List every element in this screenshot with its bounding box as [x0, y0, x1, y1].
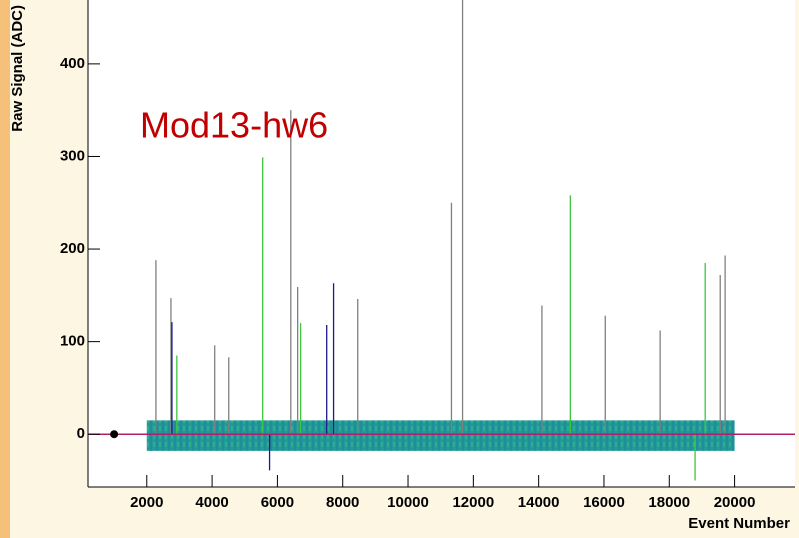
noise-texture: [146, 420, 735, 451]
y-tick-label: 300: [60, 147, 85, 164]
x-tick-label: 2000: [130, 494, 163, 511]
x-tick-label: 14000: [518, 494, 560, 511]
x-tick-label: 20000: [714, 494, 756, 511]
chart-title: Mod13-hw6: [140, 105, 328, 146]
y-tick-label: 0: [77, 425, 85, 442]
x-tick-label: 16000: [583, 494, 625, 511]
frame-edge: [0, 0, 10, 538]
x-tick-label: 4000: [195, 494, 228, 511]
x-tick-label: 10000: [387, 494, 429, 511]
x-tick-label: 12000: [452, 494, 494, 511]
x-tick-label: 6000: [261, 494, 294, 511]
y-axis-label: Raw Signal (ADC): [9, 5, 26, 132]
x-axis-label: Event Number: [688, 515, 790, 532]
marker: [110, 430, 119, 439]
x-tick-label: 8000: [326, 494, 359, 511]
plot: [88, 0, 795, 481]
y-tick-label: 200: [60, 240, 85, 257]
y-tick-label: 100: [60, 333, 85, 350]
y-tick-label: 400: [60, 55, 85, 72]
plot-area: [88, 0, 795, 487]
x-tick-label: 18000: [648, 494, 690, 511]
